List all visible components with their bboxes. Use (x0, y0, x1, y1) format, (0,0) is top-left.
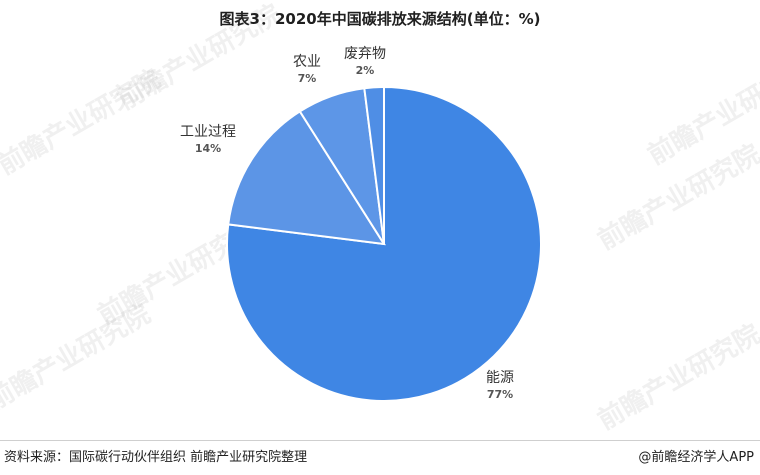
chart-title: 图表3：2020年中国碳排放来源结构(单位：%) (219, 10, 541, 28)
pie-slice-2 (227, 110, 386, 246)
pie-labels: 能源 77% 工业过程 14% 农业 7% 废弃物 2% (180, 46, 514, 401)
footer-divider (0, 440, 760, 441)
brand-credit: @前瞻经济学人APP (638, 450, 754, 465)
slice-value-label: 77% (487, 388, 513, 401)
pie-chart: 能源 77% 工业过程 14% 农业 7% 废弃物 2% (180, 46, 542, 402)
pie-slice-4 (363, 85, 385, 245)
slice-value-label: 7% (298, 72, 317, 85)
slice-name-label: 农业 (293, 54, 321, 70)
slice-name-label: 废弃物 (344, 46, 386, 62)
slice-name-label: 能源 (486, 370, 514, 386)
slice-value-label: 14% (195, 142, 221, 155)
source-note: 资料来源：国际碳行动伙伴组织 前瞻产业研究院整理 (4, 450, 308, 465)
slice-value-label: 2% (356, 64, 375, 77)
pie-slices (226, 85, 542, 402)
slice-name-label: 工业过程 (180, 124, 236, 140)
pie-slice-1 (226, 85, 542, 402)
